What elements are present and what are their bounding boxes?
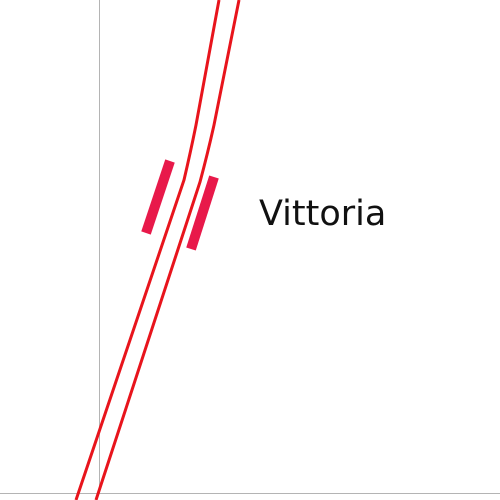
rail-track-left[interactable] (74, 0, 221, 500)
station-platform-right[interactable] (186, 175, 219, 251)
station-name-label[interactable]: Vittoria (259, 194, 387, 234)
station-platform-left[interactable] (141, 159, 175, 235)
rail-track-right[interactable] (94, 0, 241, 500)
